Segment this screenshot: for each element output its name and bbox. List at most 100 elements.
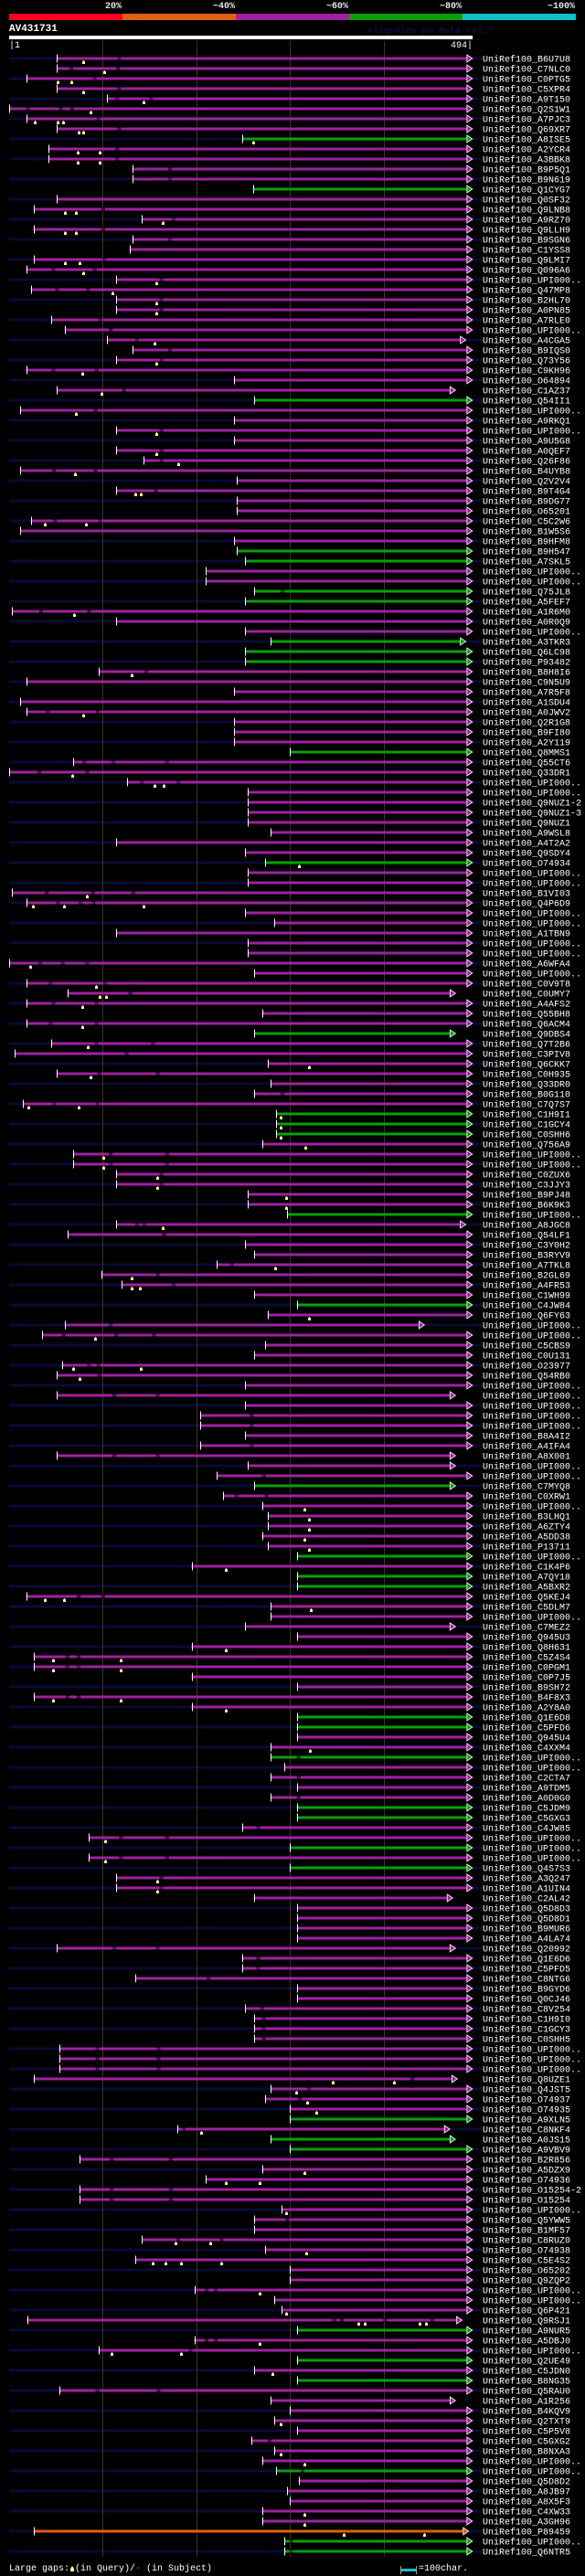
hit-label[interactable]: UniRef100_UPI000.. (483, 1764, 581, 1775)
hit-label[interactable]: UniRef100_Q20992 (483, 1945, 570, 1956)
hit-label[interactable]: UniRef100_C5XPR4 (483, 85, 570, 96)
hit-label[interactable]: UniRef100_O65201 (483, 507, 570, 518)
hit-label[interactable]: UniRef100_B9T4G4 (483, 487, 570, 498)
hit-label[interactable]: UniRef100_Q9LLH9 (483, 226, 570, 237)
hit-label[interactable]: UniRef100_A8JB97 (483, 2487, 570, 2498)
hit-label[interactable]: UniRef100_UPI000.. (483, 1211, 581, 1222)
hit-label[interactable]: UniRef100_C0PGM1 (483, 1663, 570, 1674)
hit-label[interactable]: UniRef100_A1R6M0 (483, 608, 570, 619)
hit-label[interactable]: UniRef100_UPI000.. (483, 2467, 581, 2478)
hit-label[interactable]: UniRef100_Q2S1W1 (483, 105, 570, 116)
hit-label[interactable]: UniRef100_Q55CT6 (483, 758, 570, 769)
hit-label[interactable]: UniRef100_C0SHH6 (483, 1130, 570, 1141)
hit-label[interactable]: UniRef100_A3GH96 (483, 2518, 570, 2528)
hit-label[interactable]: UniRef100_UPI000.. (483, 1553, 581, 1564)
hit-label[interactable]: UniRef100_B2R856 (483, 2156, 570, 2167)
hit-label[interactable]: UniRef100_A0JS15 (483, 2136, 570, 2147)
hit-label[interactable]: UniRef100_UPI000.. (483, 2457, 581, 2468)
hit-label[interactable]: UniRef100_A1UIN4 (483, 1884, 570, 1895)
hit-label[interactable]: UniRef100_B9GYD6 (483, 1985, 570, 1996)
hit-label[interactable]: UniRef100_A8X001 (483, 1452, 570, 1463)
hit-label[interactable]: UniRef100_C3JJY3 (483, 1181, 570, 1192)
hit-label[interactable]: UniRef100_C5GXG3 (483, 1814, 570, 1825)
hit-label[interactable]: UniRef100_C1WH99 (483, 1291, 570, 1302)
hit-label[interactable]: UniRef100_C5GXG2 (483, 2437, 570, 2448)
hit-label[interactable]: UniRef100_A1SDU4 (483, 698, 570, 709)
hit-label[interactable]: UniRef100_UPI000.. (483, 1392, 581, 1403)
hit-label[interactable]: UniRef100_B9MUR6 (483, 1924, 570, 1935)
hit-label[interactable]: UniRef100_UPI000.. (483, 326, 581, 337)
hit-label[interactable]: UniRef100_C5C2W6 (483, 517, 570, 528)
hit-label[interactable]: UniRef100_O23977 (483, 1362, 570, 1373)
hit-label[interactable]: UniRef100_A9WSL8 (483, 829, 570, 840)
hit-label[interactable]: UniRef100_Q75JL8 (483, 588, 570, 599)
hit-label[interactable]: UniRef100_A7RLE0 (483, 316, 570, 327)
hit-label[interactable]: UniRef100_C2CTA7 (483, 1774, 570, 1785)
hit-label[interactable]: UniRef100_UPI000.. (483, 1844, 581, 1855)
hit-label[interactable]: UniRef100_A0R0Q9 (483, 618, 570, 629)
hit-label[interactable]: UniRef100_C8V254 (483, 2005, 570, 2016)
hit-label[interactable]: UniRef100_Q54LF1 (483, 1231, 570, 1242)
hit-label[interactable]: UniRef100_C1YSS8 (483, 246, 570, 257)
hit-label[interactable]: UniRef100_A7TKL8 (483, 1261, 570, 1272)
hit-label[interactable]: UniRef100_A7PJC3 (483, 115, 570, 126)
hit-label[interactable]: UniRef100_A9XLN5 (483, 2115, 570, 2126)
hit-label[interactable]: UniRef100_B4UYB8 (483, 467, 570, 478)
hit-label[interactable]: UniRef100_Q69XR7 (483, 125, 570, 136)
hit-label[interactable]: UniRef100_Q6NTR5 (483, 2548, 570, 2559)
hit-label[interactable]: UniRef100_C5DLM7 (483, 1603, 570, 1614)
hit-label[interactable]: UniRef100_Q9NUZ1-3 (483, 809, 581, 820)
hit-label[interactable]: UniRef100_A5BXR2 (483, 1583, 570, 1594)
hit-label[interactable]: UniRef100_B9HFM8 (483, 537, 570, 548)
hit-label[interactable]: UniRef100_Q0CJ46 (483, 1995, 570, 2006)
hit-label[interactable]: UniRef100_A6WFA4 (483, 959, 570, 970)
hit-label[interactable]: UniRef100_Q2V2V4 (483, 477, 570, 488)
hit-label[interactable]: UniRef100_A5DBJ0 (483, 2337, 570, 2348)
hit-label[interactable]: UniRef100_Q54RB0 (483, 1372, 570, 1383)
hit-label[interactable]: UniRef100_UPI000.. (483, 2045, 581, 2056)
hit-label[interactable]: UniRef100_A5FEF7 (483, 598, 570, 609)
hit-label[interactable]: UniRef100_C0SHH5 (483, 2035, 570, 2046)
hit-label[interactable]: UniRef100_Q1E6D6 (483, 1955, 570, 1966)
hit-label[interactable]: UniRef100_Q4JST5 (483, 2085, 570, 2096)
hit-label[interactable]: UniRef100_C4JW84 (483, 1301, 570, 1312)
hit-label[interactable]: UniRef100_C0P7J5 (483, 1673, 570, 1684)
hit-label[interactable]: UniRef100_Q5KEJ4 (483, 1593, 570, 1604)
hit-label[interactable]: UniRef100_Q33DR1 (483, 769, 570, 779)
hit-label[interactable]: UniRef100_O15254 (483, 2196, 570, 2207)
hit-label[interactable]: UniRef100_A9RKQ1 (483, 417, 570, 428)
hit-label[interactable]: UniRef100_A2YCR4 (483, 145, 570, 156)
hit-label[interactable]: UniRef100_Q33DR0 (483, 1080, 570, 1091)
hit-label[interactable]: UniRef100_C5JDM9 (483, 1804, 570, 1815)
hit-label[interactable]: UniRef100_C1GCY3 (483, 2025, 570, 2036)
hit-label[interactable]: UniRef100_O15254-2 (483, 2186, 581, 2197)
hit-label[interactable]: UniRef100_B6U7U8 (483, 55, 570, 66)
hit-label[interactable]: UniRef100_Q6FY63 (483, 1311, 570, 1322)
hit-label[interactable]: UniRef100_A8ISE5 (483, 135, 570, 146)
hit-label[interactable]: UniRef100_UPI000.. (483, 970, 581, 981)
hit-label[interactable]: UniRef100_C8RUZ0 (483, 2236, 570, 2247)
hit-label[interactable]: UniRef100_P93482 (483, 658, 570, 669)
hit-label[interactable]: UniRef100_B9DG77 (483, 497, 570, 508)
hit-label[interactable]: UniRef100_UPI000.. (483, 1402, 581, 1413)
hit-label[interactable]: UniRef100_C0XRW1 (483, 1492, 570, 1503)
hit-label[interactable]: UniRef100_A3TKR3 (483, 638, 570, 649)
hit-label[interactable]: UniRef100_A1R256 (483, 2397, 570, 2408)
hit-label[interactable]: UniRef100_B8NXA3 (483, 2447, 570, 2458)
hit-label[interactable]: UniRef100_A9TDM5 (483, 1784, 570, 1795)
hit-label[interactable]: UniRef100_Q5RAU0 (483, 2387, 570, 2398)
hit-label[interactable]: UniRef100_UPI000.. (483, 1462, 581, 1473)
hit-label[interactable]: UniRef100_C5JDN0 (483, 2367, 570, 2378)
hit-label[interactable]: UniRef100_UPI000.. (483, 276, 581, 287)
hit-label[interactable]: UniRef100_Q2UE49 (483, 2357, 570, 2368)
hit-label[interactable]: UniRef100_C0ZUX6 (483, 1171, 570, 1182)
hit-label[interactable]: UniRef100_C8NKF4 (483, 2125, 570, 2136)
hit-label[interactable]: UniRef100_Q9LNB8 (483, 206, 570, 217)
hit-label[interactable]: UniRef100_P13711 (483, 1542, 570, 1553)
hit-label[interactable]: UniRef100_Q2R1G8 (483, 718, 570, 729)
hit-label[interactable]: UniRef100_C7NLC0 (483, 65, 570, 76)
hit-label[interactable]: UniRef100_C2AL42 (483, 1894, 570, 1905)
hit-label[interactable]: UniRef100_B1VI03 (483, 889, 570, 900)
hit-label[interactable]: UniRef100_A0QEF7 (483, 447, 570, 458)
hit-label[interactable]: UniRef100_A8JGC8 (483, 1221, 570, 1232)
